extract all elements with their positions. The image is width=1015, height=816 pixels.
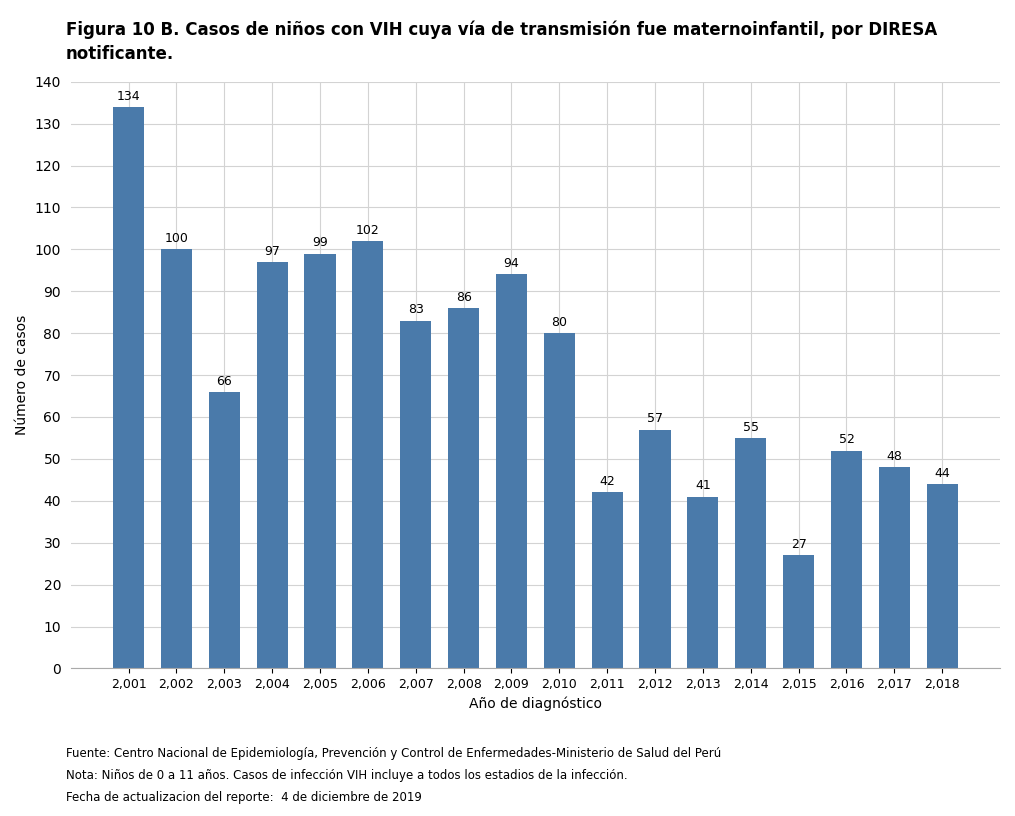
Text: 57: 57 bbox=[647, 412, 663, 425]
Text: Figura 10 B. Casos de niños con VIH cuya vía de transmisión fue maternoinfantil,: Figura 10 B. Casos de niños con VIH cuya… bbox=[66, 20, 937, 39]
Text: 97: 97 bbox=[264, 245, 280, 258]
X-axis label: Año de diagnóstico: Año de diagnóstico bbox=[469, 697, 602, 712]
Text: 134: 134 bbox=[117, 90, 140, 103]
Bar bbox=[783, 556, 814, 668]
Text: 55: 55 bbox=[743, 421, 759, 434]
Y-axis label: Número de casos: Número de casos bbox=[15, 315, 29, 435]
Text: 99: 99 bbox=[313, 237, 328, 250]
Bar bbox=[831, 450, 862, 668]
Bar bbox=[496, 274, 527, 668]
Bar bbox=[113, 107, 144, 668]
Text: 80: 80 bbox=[551, 316, 567, 329]
Text: 52: 52 bbox=[838, 433, 855, 446]
Text: 102: 102 bbox=[356, 224, 380, 237]
Text: 48: 48 bbox=[886, 450, 902, 463]
Bar bbox=[400, 321, 431, 668]
Text: notificante.: notificante. bbox=[66, 45, 175, 63]
Text: 86: 86 bbox=[456, 290, 472, 304]
Text: Fecha de actualizacion del reporte:  4 de diciembre de 2019: Fecha de actualizacion del reporte: 4 de… bbox=[66, 791, 422, 804]
Bar bbox=[352, 241, 384, 668]
Bar bbox=[687, 497, 719, 668]
Bar bbox=[448, 308, 479, 668]
Text: 41: 41 bbox=[695, 480, 710, 492]
Bar bbox=[735, 438, 766, 668]
Text: 27: 27 bbox=[791, 538, 807, 551]
Text: Fuente: Centro Nacional de Epidemiología, Prevención y Control de Enfermedades-M: Fuente: Centro Nacional de Epidemiología… bbox=[66, 747, 722, 760]
Bar bbox=[544, 333, 574, 668]
Text: 100: 100 bbox=[164, 233, 189, 245]
Bar bbox=[639, 429, 671, 668]
Bar bbox=[304, 254, 336, 668]
Text: Nota: Niños de 0 a 11 años. Casos de infección VIH incluye a todos los estadios : Nota: Niños de 0 a 11 años. Casos de inf… bbox=[66, 769, 627, 782]
Bar bbox=[209, 392, 240, 668]
Bar bbox=[592, 492, 623, 668]
Text: 42: 42 bbox=[599, 475, 615, 488]
Bar bbox=[257, 262, 287, 668]
Text: 66: 66 bbox=[216, 375, 232, 388]
Text: 94: 94 bbox=[503, 257, 520, 270]
Bar bbox=[927, 484, 958, 668]
Bar bbox=[160, 250, 192, 668]
Text: 44: 44 bbox=[935, 467, 950, 480]
Text: 83: 83 bbox=[408, 304, 423, 317]
Bar bbox=[879, 468, 909, 668]
